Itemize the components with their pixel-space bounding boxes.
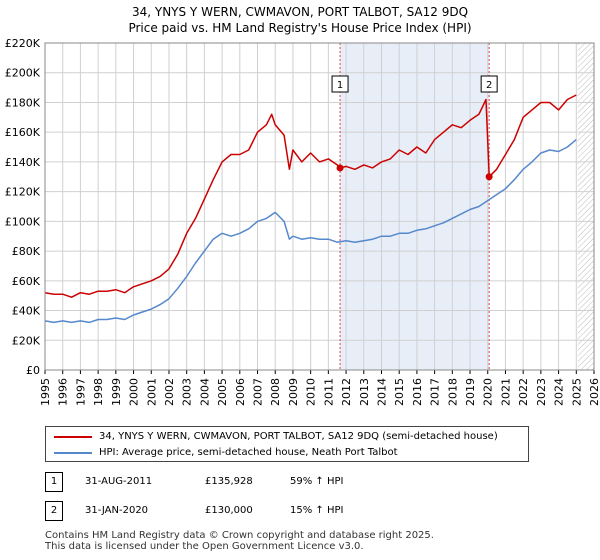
x-tick-label: 1998 [92, 378, 105, 406]
x-tick-label: 2018 [446, 378, 459, 406]
x-tick-label: 2009 [287, 378, 300, 406]
x-tick-label: 1995 [39, 378, 52, 406]
sale-date: 31-AUG-2011 [85, 476, 153, 487]
x-tick-label: 2007 [252, 378, 265, 406]
x-tick-label: 2026 [588, 378, 600, 406]
x-tick-label: 2015 [393, 378, 406, 406]
y-tick-label: £140K [5, 156, 41, 169]
x-tick-label: 2023 [535, 378, 548, 406]
x-tick-label: 2005 [216, 378, 229, 406]
x-tick-label: 2024 [553, 378, 566, 406]
legend-line-hpi [54, 452, 92, 454]
sale-hpi-change: 15% ↑ HPI [290, 505, 344, 516]
y-tick-label: £20K [12, 334, 41, 347]
x-tick-label: 2004 [198, 378, 211, 406]
sale-point [336, 164, 344, 172]
sale-point [485, 173, 493, 181]
future-hatch [577, 43, 594, 370]
y-tick-label: £220K [5, 37, 41, 50]
x-tick-label: 2000 [128, 378, 141, 406]
legend-line-property [54, 436, 92, 438]
x-tick-label: 1999 [110, 378, 123, 406]
footer: Contains HM Land Registry data © Crown c… [45, 530, 434, 552]
x-tick-label: 2025 [570, 378, 583, 406]
x-tick-label: 2022 [517, 378, 530, 406]
x-tick-label: 2017 [429, 378, 442, 406]
legend: 34, YNYS Y WERN, CWMAVON, PORT TALBOT, S… [45, 426, 529, 462]
x-tick-label: 2012 [340, 378, 353, 406]
footer-line-1: Contains HM Land Registry data © Crown c… [45, 530, 434, 541]
y-tick-label: £40K [12, 305, 41, 318]
sale-label-number: 2 [486, 80, 492, 91]
y-tick-label: £180K [5, 96, 41, 109]
x-tick-label: 2003 [181, 378, 194, 406]
hpi-line [44, 139, 577, 324]
sale-label-box [480, 75, 498, 93]
legend-label-hpi: HPI: Average price, semi-detached house,… [99, 447, 398, 458]
y-tick-label: £60K [12, 275, 41, 288]
y-tick-label: £80K [12, 245, 41, 258]
x-tick-label: 2020 [482, 378, 495, 406]
x-tick-label: 2013 [358, 378, 371, 406]
y-tick-label: £160K [5, 126, 41, 139]
sale-badge: 1 [45, 472, 63, 492]
plot-frame [44, 42, 595, 371]
x-tick-label: 1997 [74, 378, 87, 406]
y-tick-label: £0 [26, 364, 40, 377]
chart-title: 34, YNYS Y WERN, CWMAVON, PORT TALBOT, S… [131, 5, 469, 19]
x-tick-label: 2021 [499, 378, 512, 406]
sale-period-shade [340, 43, 490, 370]
sale-hpi-change: 59% ↑ HPI [290, 476, 344, 487]
x-tick-label: 2011 [322, 378, 335, 406]
x-tick-label: 2006 [234, 378, 247, 406]
chart-subtitle: Price paid vs. HM Land Registry's House … [128, 21, 472, 35]
sale-price: £130,000 [205, 505, 253, 516]
y-tick-label: £120K [5, 186, 41, 199]
sale-label-number: 1 [337, 80, 343, 91]
x-tick-label: 1996 [57, 378, 70, 406]
y-tick-label: £200K [5, 67, 41, 80]
x-tick-label: 2001 [145, 378, 158, 406]
y-tick-label: £100K [5, 215, 41, 228]
property-price-line [44, 94, 577, 298]
x-tick-label: 2010 [305, 378, 318, 406]
sale-price: £135,928 [205, 476, 253, 487]
sale-label-box [331, 75, 349, 93]
sale-date: 31-JAN-2020 [85, 505, 149, 516]
x-tick-label: 2002 [163, 378, 176, 406]
x-tick-label: 2019 [464, 378, 477, 406]
x-tick-label: 2008 [269, 378, 282, 406]
x-tick-label: 2014 [375, 378, 388, 406]
price-chart: £0 £20K £40K £60K £80K £100K £120K £140K £160K £1… [5, 37, 600, 406]
x-tick-label: 2016 [411, 378, 424, 406]
legend-label-property: 34, YNYS Y WERN, CWMAVON, PORT TALBOT, S… [99, 431, 498, 442]
footer-line-2: This data is licensed under the Open Gov… [45, 541, 364, 552]
sale-badge: 2 [45, 501, 63, 521]
